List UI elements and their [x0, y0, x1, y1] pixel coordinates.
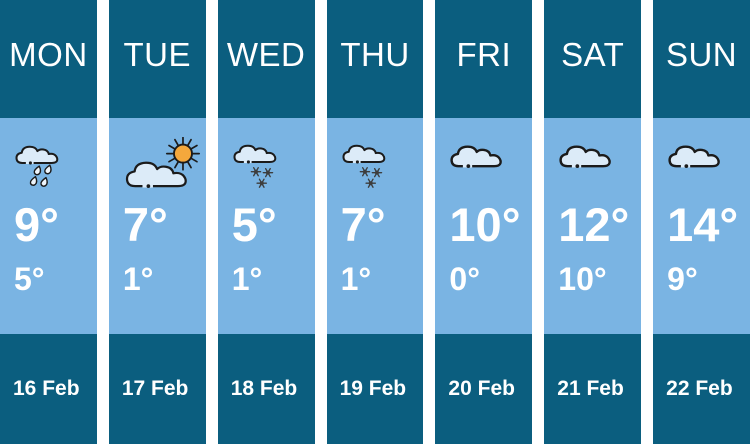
day-column-sun: SUN 14° 9° 22 Feb — [653, 0, 750, 444]
snow-cloud-icon — [341, 133, 387, 197]
day-body: 14° 9° — [653, 118, 750, 334]
low-temperature: 10° — [558, 261, 607, 297]
day-column-mon: MON 9° 5° 16 Feb — [0, 0, 97, 444]
day-body: 5° 1° — [217, 118, 315, 334]
cloud-icon — [449, 133, 503, 197]
low-temperature: 1° — [122, 261, 154, 297]
high-temperature: 14° — [667, 198, 739, 251]
day-name: THU — [326, 0, 424, 118]
low-temperature: 0° — [449, 261, 481, 297]
high-temperature: 10° — [449, 198, 521, 251]
cloud-icon — [558, 133, 612, 197]
low-temperature: 1° — [340, 261, 372, 297]
cloud-icon — [667, 133, 721, 197]
low-temperature: 9° — [667, 261, 698, 297]
day-body: 9° 5° — [0, 118, 97, 334]
day-name: TUE — [108, 0, 206, 118]
high-temperature: 7° — [340, 198, 386, 251]
day-column-fri: FRI 10° 0° 20 Feb — [435, 0, 533, 444]
snow-cloud-icon — [232, 133, 278, 197]
day-name: FRI — [435, 0, 533, 118]
day-body: 7° 1° — [108, 118, 206, 334]
day-date: 22 Feb — [653, 334, 750, 444]
day-date: 18 Feb — [217, 334, 315, 444]
day-body: 7° 1° — [326, 118, 424, 334]
high-temperature: 5° — [231, 198, 277, 251]
day-name: MON — [0, 0, 97, 118]
day-column-tue: TUE — [108, 0, 206, 444]
day-name: WED — [217, 0, 315, 118]
day-body: 10° 0° — [435, 118, 533, 334]
day-column-sat: SAT 12° 10° 21 Feb — [544, 0, 642, 444]
high-temperature: 9° — [14, 198, 59, 251]
day-date: 17 Feb — [108, 334, 206, 444]
low-temperature: 5° — [14, 261, 45, 297]
day-name: SAT — [544, 0, 642, 118]
day-date: 21 Feb — [544, 334, 642, 444]
low-temperature: 1° — [231, 261, 263, 297]
day-name: SUN — [653, 0, 750, 118]
day-body: 12° 10° — [544, 118, 642, 334]
high-temperature: 12° — [558, 198, 630, 251]
day-date: 20 Feb — [435, 334, 533, 444]
high-temperature: 7° — [122, 198, 168, 251]
rain-cloud-icon — [14, 133, 60, 197]
day-column-wed: WED 5° 1° 18 Feb — [217, 0, 315, 444]
sun-icon — [172, 143, 193, 164]
day-date: 16 Feb — [0, 334, 97, 444]
day-column-thu: THU 7° 1° 19 Feb — [326, 0, 424, 444]
day-date: 19 Feb — [326, 334, 424, 444]
sun-cloud-icon — [123, 133, 205, 197]
